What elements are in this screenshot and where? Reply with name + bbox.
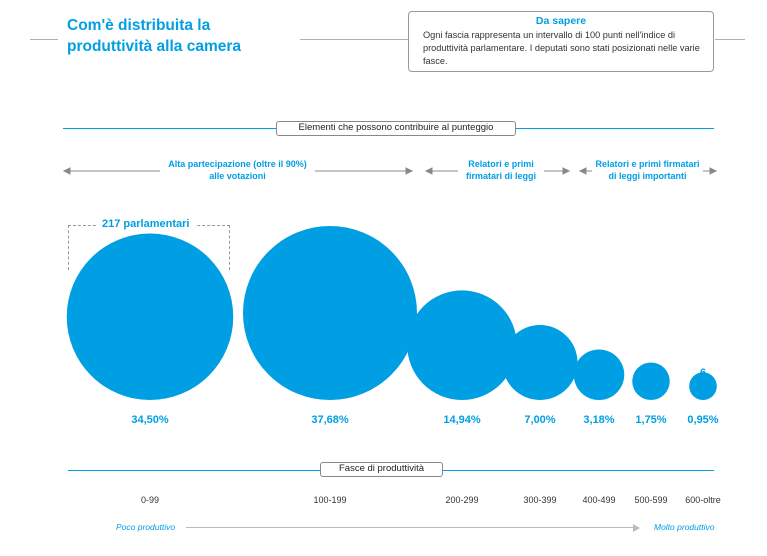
bubble-share-400-499: 3,18% bbox=[583, 414, 614, 426]
bubble-count-200-299: 94 bbox=[456, 326, 469, 338]
bubble-share-300-399: 7,00% bbox=[524, 414, 555, 426]
bubble-share-100-199: 37,68% bbox=[311, 414, 349, 426]
page-title: Com'è distribuita la produttività alla c… bbox=[67, 17, 242, 55]
scale-arrow bbox=[186, 527, 636, 528]
bubble-100-199 bbox=[243, 226, 417, 400]
scale-arrowhead bbox=[633, 524, 640, 532]
top-band-label: Elementi che possono contribuire al punt… bbox=[276, 121, 516, 136]
bubble-count-500-599: 11 bbox=[645, 362, 657, 374]
range-label-400-499: 400-499 bbox=[582, 495, 616, 505]
bubble-count-600-oltre: 6 bbox=[700, 367, 706, 379]
info-text: Ogni fascia rappresenta un intervallo di… bbox=[423, 30, 700, 66]
bubble-count-400-499: 20 bbox=[593, 356, 605, 368]
range-label-600-oltre: 600-oltre bbox=[685, 495, 721, 505]
info-heading: Da sapere bbox=[535, 15, 587, 27]
bottom-band-label: Fasce di produttività bbox=[320, 462, 443, 477]
range-label-500-599: 500-599 bbox=[634, 495, 668, 505]
range-label-300-399: 300-399 bbox=[523, 495, 557, 505]
bubble-share-500-599: 1,75% bbox=[635, 414, 666, 426]
bubble-200-299 bbox=[407, 290, 517, 400]
range-label-200-299: 200-299 bbox=[445, 495, 479, 505]
title-rule-middle bbox=[300, 39, 408, 40]
bubble-share-600-oltre: 0,95% bbox=[687, 414, 718, 426]
group-label-rapporteurs: Relatori e primi firmatari di leggi bbox=[465, 159, 536, 181]
bubble-count-300-399: 44 bbox=[534, 344, 547, 356]
bubble-share-200-299: 14,94% bbox=[443, 414, 481, 426]
scale-left-label: Poco produttivo bbox=[116, 522, 176, 532]
bubble-count-100-199: 237 bbox=[321, 294, 339, 306]
info-box: Da sapere Ogni fascia rappresenta un int… bbox=[408, 11, 714, 72]
bubble-400-499 bbox=[573, 349, 625, 400]
title-rule-left bbox=[30, 39, 58, 40]
range-label-0-99: 0-99 bbox=[140, 495, 159, 505]
group-label-important-laws: Relatori e primi firmatari di leggi impo… bbox=[595, 159, 700, 181]
title-rule-right bbox=[715, 39, 745, 40]
bubble-share-0-99: 34,50% bbox=[131, 414, 169, 426]
bubble-500-599 bbox=[632, 362, 670, 400]
bubble-0-99 bbox=[66, 233, 234, 400]
bubble-300-399 bbox=[502, 325, 578, 400]
range-label-100-199: 100-199 bbox=[313, 495, 347, 505]
bubble-600-oltre bbox=[689, 372, 717, 400]
scale-right-label: Molto produttivo bbox=[654, 522, 715, 532]
group-label-participation: Alta partecipazione (oltre il 90%) alle … bbox=[168, 159, 307, 181]
bracket-label: 217 parlamentari bbox=[96, 218, 196, 230]
